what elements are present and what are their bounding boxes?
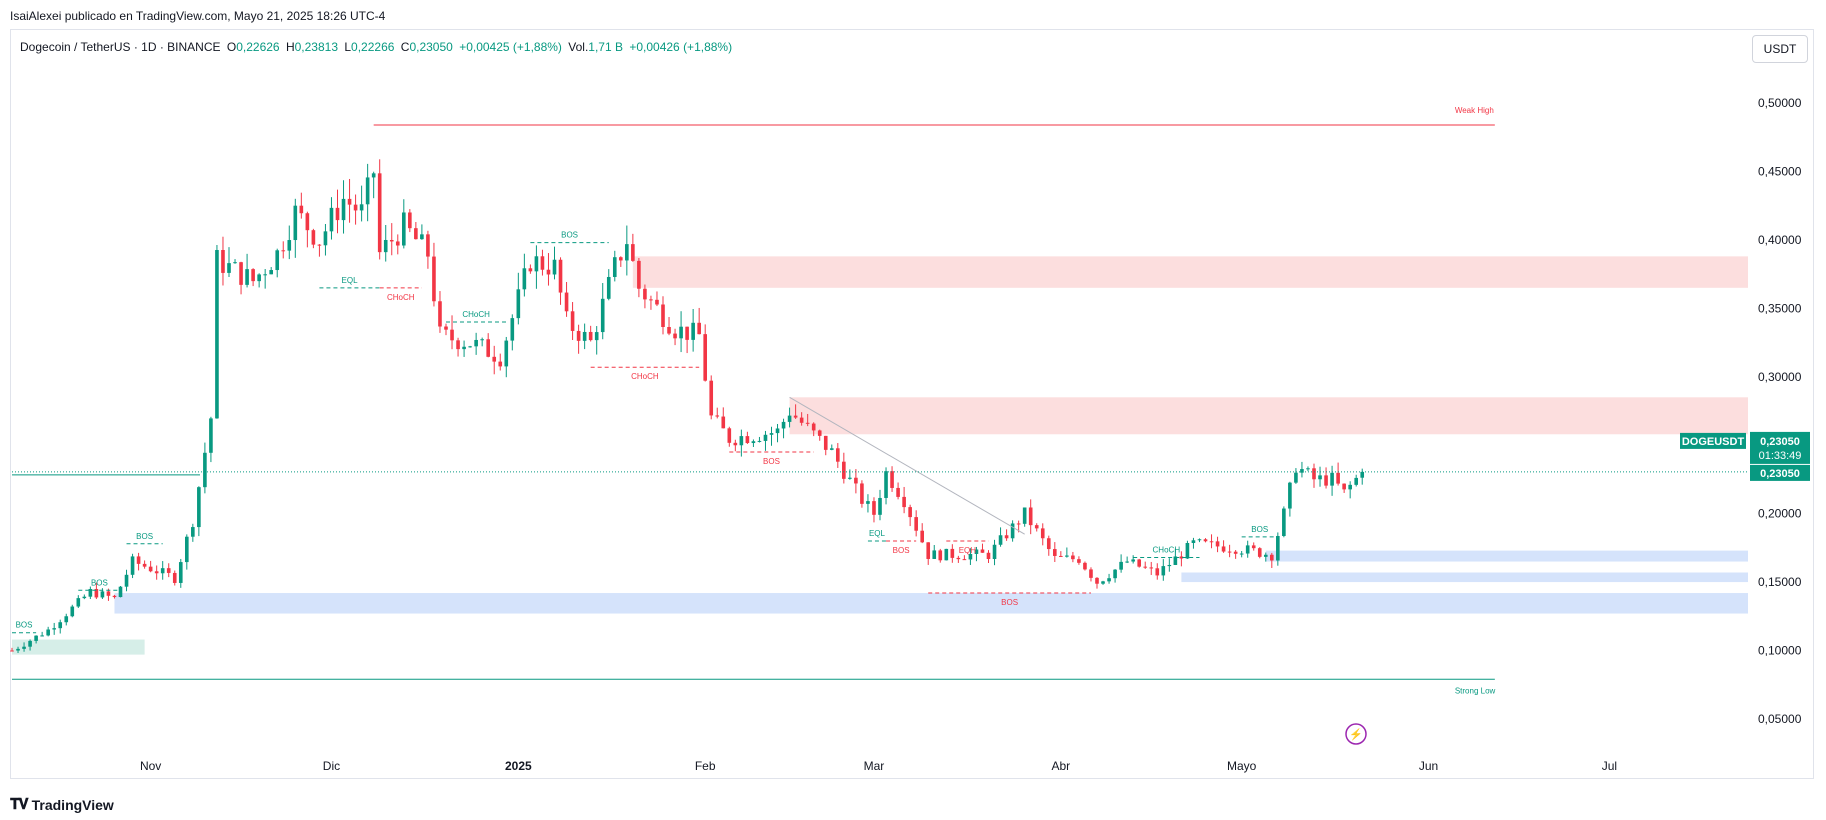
high-value: 0,23813 [294, 40, 339, 54]
ohlc-legend: Dogecoin / TetherUS · 1D · BINANCE O0,22… [20, 40, 735, 54]
open-value: 0,22626 [236, 40, 280, 54]
close-label: C [400, 40, 410, 54]
volume-change: +0,00426 (+1,88%) [629, 40, 733, 54]
high-label: H [285, 40, 295, 54]
open-label: O [226, 40, 237, 54]
publisher-info: IsaiAlexei publicado en TradingView.com,… [10, 9, 386, 23]
close-value: 0,23050 [409, 40, 453, 54]
footer-brand: TradingView [31, 796, 114, 813]
volume-label: Vol. [568, 40, 589, 54]
low-value: 0,22266 [351, 40, 395, 54]
symbol-title[interactable]: Dogecoin / TetherUS · 1D · BINANCE [20, 40, 221, 54]
currency-button[interactable]: USDT [1752, 35, 1808, 63]
tradingview-footer[interactable]: 𝐓𝐕 TradingView [10, 796, 114, 813]
change-value: +0,00425 (+1,88%) [459, 40, 562, 54]
volume-value: 1,71 B [588, 40, 623, 54]
chart-frame [10, 29, 1814, 779]
tradingview-logo-icon: 𝐓𝐕 [10, 796, 29, 813]
low-label: L [344, 40, 352, 54]
